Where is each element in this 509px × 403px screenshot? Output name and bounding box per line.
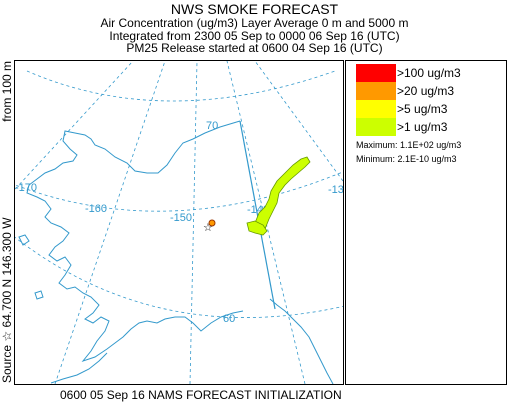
subtitle-release: PM25 Release started at 0600 04 Sep 16 (… <box>126 41 383 55</box>
alaska-coastline <box>26 120 244 363</box>
southeast-panhandle <box>269 298 334 384</box>
western-islands <box>18 234 44 300</box>
smoke-plume-south <box>246 220 268 236</box>
aleutian-islands <box>50 352 108 384</box>
longitude-line-160 <box>54 61 166 384</box>
legend-swatch <box>356 82 396 100</box>
map-panel: -170 -160 -150 -140 -130 70 60 ☆ <box>14 60 344 385</box>
source-coordinates: Source ☆ 64.700 N 146.300 W <box>0 217 14 383</box>
lon-label-130: -130 <box>328 184 343 196</box>
legend-label: >20 ug/m3 <box>397 84 455 98</box>
legend-label: >1 ug/m3 <box>397 120 448 134</box>
minimum-value: Minimum: 2.1E-10 ug/m3 <box>356 154 457 164</box>
maximum-value: Maximum: 1.1E+02 ug/m3 <box>356 140 462 150</box>
legend-swatch <box>356 118 396 136</box>
source-marker-icon: ☆ <box>203 221 213 234</box>
latitude-line-65 <box>15 171 343 212</box>
latitude-line-70 <box>26 70 336 102</box>
legend-label: >100 ug/m3 <box>397 66 461 80</box>
longitude-line-130 <box>254 61 343 182</box>
source-location-label: Source ☆ 64.700 N 146.300 W from 100 m <box>0 61 15 383</box>
alaska-map: -170 -160 -150 -140 -130 70 60 ☆ <box>15 61 343 384</box>
lat-label-60: 60 <box>223 313 235 325</box>
lon-label-150: -150 <box>170 212 192 224</box>
subtitle-integration: Integrated from 2300 05 Sep to 0000 06 S… <box>109 29 400 43</box>
lon-label-160: -160 <box>85 203 107 215</box>
forecast-initialization: 0600 05 Sep 16 NAMS FORECAST INITIALIZAT… <box>60 388 342 402</box>
lon-label-170: -170 <box>15 182 37 194</box>
smoke-plume-main <box>254 156 311 232</box>
subtitle-concentration: Air Concentration (ug/m3) Layer Average … <box>100 16 409 30</box>
domain-boundary <box>239 120 276 310</box>
legend-swatch <box>356 100 396 118</box>
chart-title: NWS SMOKE FORECAST <box>170 1 339 17</box>
source-height: from 100 m <box>0 61 14 122</box>
smoke-source-high <box>208 219 216 227</box>
legend-swatch <box>356 64 396 82</box>
lat-label-70: 70 <box>206 120 218 132</box>
legend-label: >5 ug/m3 <box>397 102 448 116</box>
latitude-line-60 <box>15 236 343 318</box>
longitude-line-140 <box>226 61 306 384</box>
legend-panel: >100 ug/m3 >20 ug/m3 >5 ug/m3 >1 ug/m3 M… <box>345 60 507 385</box>
longitude-line-170 <box>15 61 134 190</box>
